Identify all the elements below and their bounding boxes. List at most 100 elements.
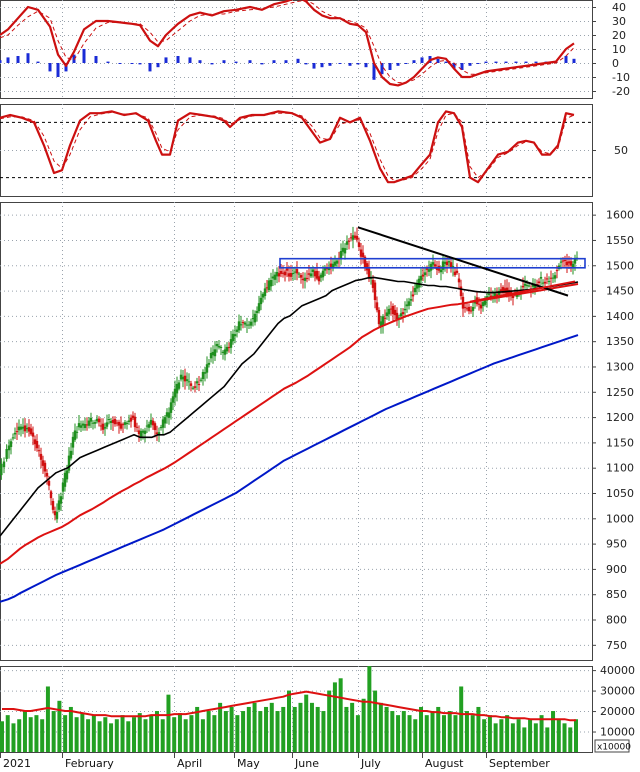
volume-bar [189, 715, 194, 752]
volume-bar [419, 706, 424, 752]
candle-body [393, 309, 397, 316]
candle-body [391, 305, 395, 315]
candle-body [433, 264, 437, 267]
candle-body [509, 291, 513, 294]
y-tick-label: 10000 [600, 726, 635, 739]
macd-histogram-bar [452, 63, 456, 69]
candle-body [135, 426, 139, 428]
candle-body [17, 426, 21, 431]
candle-body [263, 288, 267, 296]
candle-body [231, 333, 235, 342]
candle-body [551, 277, 555, 279]
candle-body [43, 462, 47, 472]
volume-bar [97, 721, 102, 752]
candle-body [21, 426, 25, 429]
candle-body [291, 273, 295, 275]
candle-body [173, 388, 177, 398]
macd-histogram-bar [36, 61, 40, 63]
macd-histogram-bar [94, 56, 98, 63]
price-frame [0, 202, 593, 661]
volume-bar [91, 715, 96, 752]
candle-body [143, 430, 147, 434]
candle-body [161, 419, 165, 428]
candle-body [443, 261, 447, 264]
volume-bar [436, 706, 441, 752]
candle-body [19, 426, 23, 430]
macd-histogram-bar [356, 63, 360, 65]
candle-body [87, 420, 91, 426]
macd-histogram-bar [444, 61, 448, 63]
macd-histogram-bar [64, 63, 68, 72]
candle-body [411, 294, 415, 297]
candle-body [459, 286, 463, 297]
macd-histogram-bar [328, 63, 332, 66]
y-tick-label: 1000 [606, 512, 634, 525]
candle-body [405, 304, 409, 307]
macd-histogram-bar [420, 57, 424, 63]
macd-histogram-bar [272, 60, 276, 63]
candle-body [455, 270, 459, 273]
y-tick-label: 1600 [606, 209, 634, 222]
macd-histogram-bar [304, 63, 308, 65]
volume-bar [482, 719, 487, 752]
candle-body [185, 379, 189, 381]
candle-body [449, 262, 453, 269]
candle-body [65, 470, 69, 480]
candle-body [101, 423, 105, 430]
candle-body [7, 445, 11, 451]
macd-histogram-bar [222, 60, 226, 63]
candle-body [83, 424, 87, 429]
x-tick-label: August [425, 757, 464, 770]
grid-lines [0, 0, 592, 752]
macd-histogram-bar [148, 63, 152, 72]
macd-histogram-bar [26, 53, 30, 63]
candle-body [549, 277, 553, 279]
volume-bar [551, 711, 556, 752]
candle-body [109, 420, 113, 424]
candle-body [425, 268, 429, 270]
unit-label-box [594, 739, 630, 753]
volume-bar [522, 727, 527, 752]
y-tick-label: 1100 [606, 462, 634, 475]
macd-histogram-bar [56, 63, 60, 77]
candle-body [145, 425, 149, 427]
volume-bar [160, 719, 165, 752]
macd-histogram-bar [436, 58, 440, 63]
candle-body [387, 308, 391, 315]
candle-body [385, 312, 389, 317]
candle-body [165, 412, 169, 417]
candle-body [195, 381, 199, 384]
macd-histogram-bar [48, 63, 52, 72]
candle-body [73, 430, 77, 440]
volume-bar [390, 711, 395, 752]
trendline [469, 280, 576, 303]
candle-body [409, 299, 413, 301]
candle-body [471, 306, 475, 311]
candle-body [417, 278, 421, 288]
candle-body [273, 274, 277, 280]
candle-body [11, 437, 15, 439]
macd-histogram-bar [106, 61, 110, 63]
volume-bar [487, 715, 492, 752]
macd-histogram-bar [320, 63, 324, 68]
candle-body [29, 428, 33, 435]
trendline [357, 226, 569, 297]
candle-body [479, 304, 483, 309]
candle-body [561, 260, 565, 262]
candle-body [85, 424, 89, 426]
ma-blue-line [0, 334, 579, 603]
candle-body [441, 261, 445, 270]
candle-body [171, 396, 175, 403]
macd-panel [0, 0, 576, 87]
candle-body [299, 275, 303, 278]
volume-unit-label: x10000 [597, 743, 631, 753]
volume-bar [338, 678, 343, 752]
candle-body [487, 293, 491, 295]
y-tick-label: 30000 [600, 685, 635, 698]
y-tick-label: 1450 [606, 285, 634, 298]
candle-body [55, 511, 59, 520]
macd-histogram-bar [188, 57, 192, 63]
candle-body [541, 282, 545, 284]
candle-body [527, 285, 531, 287]
